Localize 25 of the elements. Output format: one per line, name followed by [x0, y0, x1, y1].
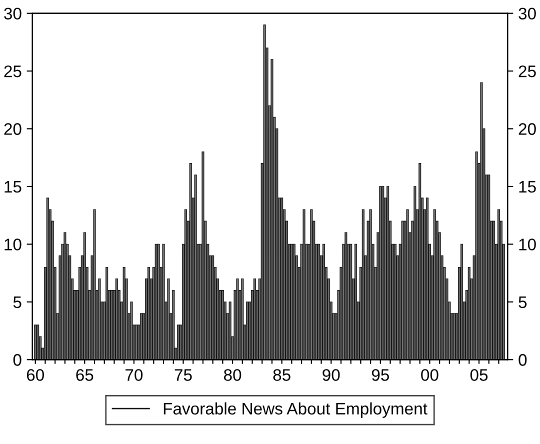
y-tick-label: 5 — [13, 296, 22, 308]
y2-tick-label: 25 — [518, 65, 536, 78]
y2-tick-label: 10 — [519, 238, 536, 250]
y-tick-label: 20 — [4, 123, 22, 135]
y2-tick-label: 0 — [518, 354, 527, 366]
y2-tick-label: 5 — [518, 296, 527, 308]
x-tick-label: 00 — [421, 369, 438, 381]
y2-tick-label: 15 — [519, 181, 536, 193]
y-tick-label: 15 — [4, 181, 22, 193]
x-tick-label: 95 — [372, 369, 389, 381]
x-tick-label: 80 — [224, 369, 242, 381]
y-tick-label: 0 — [13, 354, 22, 366]
x-tick-label: 05 — [470, 369, 488, 381]
x-tick-label: 60 — [26, 369, 44, 381]
x-tick-label: 70 — [126, 369, 143, 381]
x-tick-label: 90 — [322, 369, 340, 381]
y-tick-label: 25 — [4, 65, 22, 78]
x-tick-label: 75 — [174, 369, 192, 381]
y2-tick-label: 20 — [518, 123, 536, 135]
y2-tick-label: 30 — [518, 8, 536, 20]
x-tick-label: 65 — [76, 369, 94, 381]
y-tick-label: 30 — [4, 8, 22, 20]
y-tick-label: 10 — [4, 238, 22, 250]
legend-label: Favorable News About Employment — [164, 402, 428, 418]
x-tick-label: 85 — [273, 369, 290, 381]
